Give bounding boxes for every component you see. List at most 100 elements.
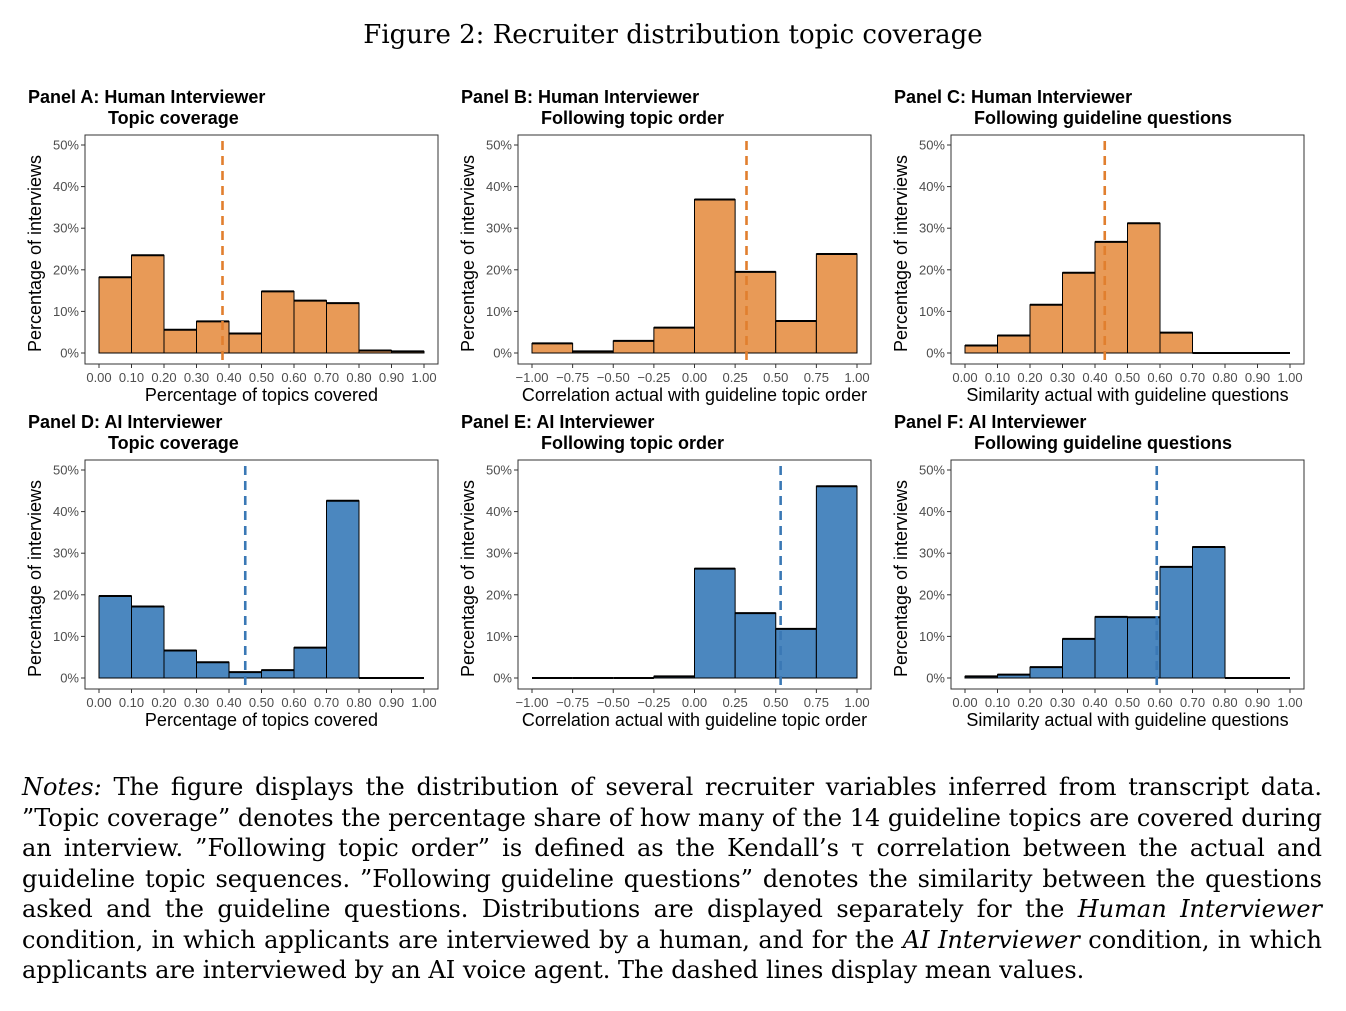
panel-subtitle: Following topic order	[541, 433, 724, 453]
x-tick-label: 0.50	[1115, 695, 1140, 710]
x-tick-label: −0.75	[556, 370, 589, 385]
x-tick-label: 0.90	[1245, 695, 1270, 710]
histogram-bar	[326, 500, 360, 679]
x-tick-label: 0.50	[249, 695, 274, 710]
panel-subtitle: Following topic order	[541, 108, 724, 128]
y-tick-label: 20%	[919, 262, 945, 277]
y-tick-label: 20%	[53, 262, 79, 277]
histogram-chart: 0% 10% 20% 30% 40% 50% 0.00 0.10 0.20 0.30 0.40 0.5…	[25, 459, 439, 730]
histogram-chart: 0% 10% 20% 30% 40% 50% −1.00 −0.75 −0.50 −0.25 0.0…	[458, 459, 872, 730]
y-tick-label: 40%	[486, 504, 512, 519]
y-tick-label: 10%	[919, 629, 945, 644]
y-tick-label: 0%	[926, 346, 945, 361]
x-tick-label: 0.00	[682, 695, 707, 710]
x-axis-label: Correlation actual with guideline topic …	[522, 385, 867, 405]
panel-label: Panel A: Human Interviewer	[28, 87, 266, 107]
x-tick-label: 1.00	[844, 370, 869, 385]
panel-subtitle: Following guideline questions	[974, 433, 1232, 453]
x-tick-label: 0.70	[314, 370, 339, 385]
histogram-bar	[261, 669, 295, 679]
x-tick-label: 0.80	[1212, 370, 1237, 385]
notes-text: The figure displays the distribution of …	[22, 773, 1322, 923]
y-tick-label: 50%	[486, 463, 512, 478]
notes-label: Notes:	[22, 773, 102, 801]
y-tick-label: 40%	[53, 179, 79, 194]
x-tick-label: 0.00	[86, 370, 111, 385]
histogram-chart: 0% 10% 20% 30% 40% 50% 0.00 0.10 0.20 0.30 0.40 0.5…	[891, 134, 1305, 405]
x-tick-label: −0.50	[597, 695, 630, 710]
y-tick-label: 10%	[486, 304, 512, 319]
x-tick-label: −0.50	[597, 370, 630, 385]
y-tick-label: 40%	[919, 504, 945, 519]
panel-d: Panel D: AI Interviewer Topic coverage 0…	[25, 412, 468, 732]
x-tick-label: −0.25	[637, 370, 670, 385]
x-tick-label: 0.40	[1082, 370, 1107, 385]
panel-label: Panel E: AI Interviewer	[461, 412, 655, 432]
x-axis-label: Percentage of topics covered	[145, 710, 378, 730]
y-tick-label: 50%	[919, 463, 945, 478]
panel-title: Panel E: AI Interviewer Following topic …	[461, 412, 724, 454]
x-tick-label: 0.50	[763, 370, 788, 385]
histogram-bar	[293, 647, 327, 679]
panel-label: Panel D: AI Interviewer	[28, 412, 223, 432]
x-tick-label: 0.80	[346, 695, 371, 710]
histogram-bar	[228, 332, 262, 354]
x-tick-label: 0.20	[1017, 695, 1042, 710]
y-axis-label: Percentage of interviews	[891, 155, 911, 352]
x-tick-label: 0.20	[151, 370, 176, 385]
histogram-bar	[98, 595, 132, 679]
panel-subtitle: Topic coverage	[108, 433, 239, 453]
panel-a: Panel A: Human Interviewer Topic coverag…	[25, 87, 468, 407]
x-tick-label: 1.00	[1277, 695, 1302, 710]
x-tick-label: 0.10	[119, 695, 144, 710]
x-axis-label: Correlation actual with guideline topic …	[522, 710, 867, 730]
x-tick-label: 0.00	[952, 370, 977, 385]
x-tick-label: 0.00	[682, 370, 707, 385]
y-tick-label: 40%	[486, 179, 512, 194]
y-tick-label: 30%	[53, 221, 79, 236]
panel-b: Panel B: Human Interviewer Following top…	[458, 87, 901, 407]
x-tick-label: 0.30	[184, 370, 209, 385]
x-axis-label: Similarity actual with guideline questio…	[966, 710, 1288, 730]
x-tick-label: 1.00	[844, 695, 869, 710]
histogram-bar	[1029, 304, 1063, 354]
panel-subtitle: Topic coverage	[108, 108, 239, 128]
histogram-bar	[775, 320, 817, 354]
histogram-chart: 0% 10% 20% 30% 40% 50% 0.00 0.10 0.20 0.30 0.40 0.5…	[25, 134, 439, 405]
histogram-bar	[1062, 638, 1096, 679]
histogram-bar	[1127, 222, 1161, 354]
x-tick-label: 1.00	[411, 370, 436, 385]
x-tick-label: 1.00	[411, 695, 436, 710]
x-tick-label: 0.50	[763, 695, 788, 710]
y-axis-label: Percentage of interviews	[458, 155, 478, 352]
x-tick-label: 0.30	[1050, 695, 1075, 710]
y-tick-label: 50%	[919, 138, 945, 153]
panel-title: Panel D: AI Interviewer Topic coverage	[28, 412, 239, 454]
histogram-bar	[734, 271, 777, 354]
histogram-bar	[1094, 241, 1128, 354]
histogram-bar	[964, 345, 998, 354]
histogram-bar	[734, 612, 777, 679]
histogram-bar	[694, 568, 736, 679]
y-axis-label: Percentage of interviews	[891, 480, 911, 677]
y-tick-label: 50%	[53, 138, 79, 153]
y-tick-label: 0%	[493, 346, 512, 361]
x-tick-label: −0.75	[556, 695, 589, 710]
y-tick-label: 20%	[486, 587, 512, 602]
x-tick-label: 0.80	[1212, 695, 1237, 710]
y-tick-label: 0%	[926, 671, 945, 686]
histogram-bar	[326, 302, 360, 354]
y-axis-label: Percentage of interviews	[25, 155, 45, 352]
notes-human-condition: Human Interviewer	[1077, 895, 1322, 923]
histogram-bar	[261, 290, 295, 354]
histogram-bar	[131, 605, 165, 679]
y-tick-label: 30%	[53, 546, 79, 561]
y-tick-label: 40%	[919, 179, 945, 194]
x-tick-label: 0.75	[804, 370, 829, 385]
histogram-bar	[1159, 332, 1193, 354]
notes-ai-condition: AI Interviewer	[902, 925, 1080, 954]
y-tick-label: 30%	[486, 221, 512, 236]
panel-f: Panel F: AI Interviewer Following guidel…	[891, 412, 1334, 732]
x-tick-label: 0.70	[314, 695, 339, 710]
x-tick-label: 0.30	[184, 695, 209, 710]
